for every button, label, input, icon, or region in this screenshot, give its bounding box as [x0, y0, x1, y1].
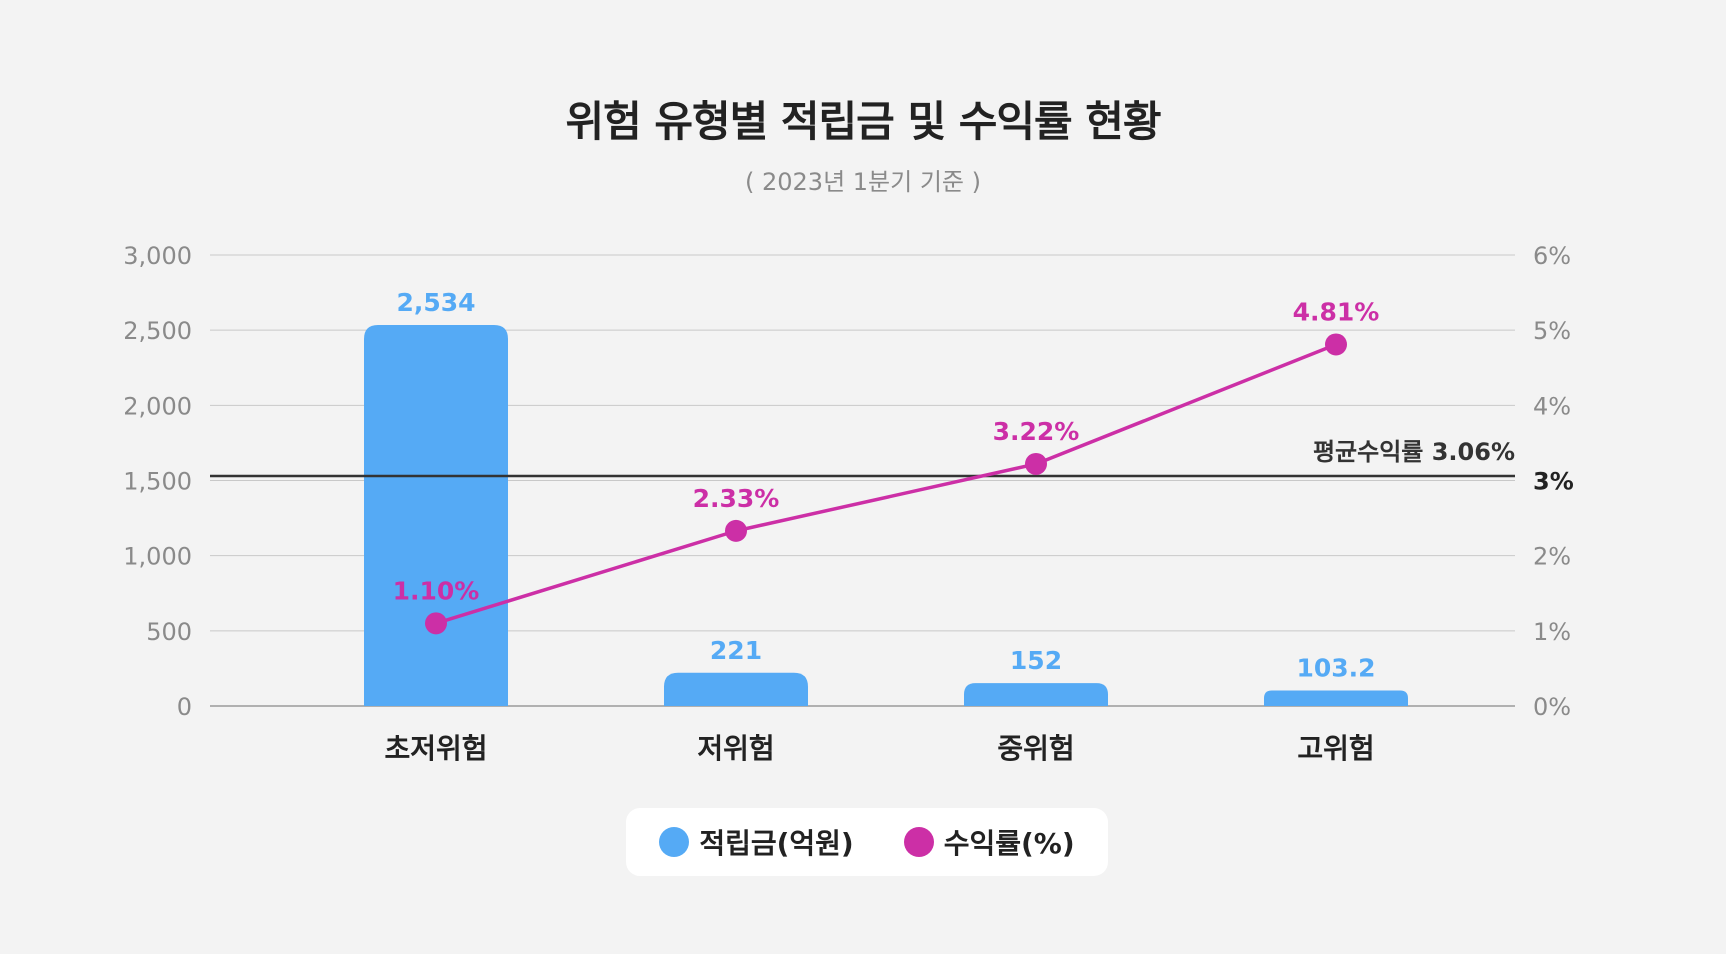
bar-data-label: 152 [1010, 646, 1062, 675]
bar [664, 672, 808, 706]
bar [964, 683, 1108, 706]
x-category-label: 초저위험 [384, 732, 487, 765]
legend-swatch-bar [659, 827, 690, 857]
line-point [1325, 333, 1347, 356]
y-right-tick-label: 2% [1533, 543, 1571, 571]
y-left-tick-label: 3,000 [123, 242, 192, 270]
y-left-tick-label: 500 [146, 618, 192, 646]
legend-label-bar: 적립금(억원) [699, 827, 854, 860]
legend-item-bar: 적립금(억원) [659, 822, 854, 862]
y-left-tick-label: 0 [177, 693, 192, 721]
legend-item-line: 수익률(%) [903, 822, 1075, 862]
legend-swatch-line [903, 827, 934, 857]
y-right-tick-label: 4% [1533, 392, 1571, 420]
y-left-tick-label: 1,000 [123, 543, 192, 571]
x-category-label: 중위험 [997, 732, 1074, 765]
line-data-label: 1.10% [393, 576, 480, 605]
line-data-label: 4.81% [1293, 297, 1380, 326]
line-point [725, 519, 747, 542]
y-right-tick-label: 1% [1533, 618, 1571, 646]
legend-label-line: 수익률(%) [943, 827, 1075, 860]
y-left-tick-label: 2,500 [123, 317, 192, 345]
bar-data-label: 2,534 [396, 288, 475, 317]
legend: 적립금(억원) 수익률(%) [626, 808, 1108, 876]
y-left-tick-label: 2,000 [123, 392, 192, 420]
line-data-label: 3.22% [993, 417, 1080, 446]
y-right-tick-label: 3% [1533, 468, 1574, 496]
line-data-label: 2.33% [693, 484, 780, 513]
line-point [425, 612, 447, 635]
bar-data-label: 221 [710, 636, 762, 665]
bar [1264, 690, 1408, 706]
y-right-tick-label: 6% [1533, 242, 1571, 270]
y-right-tick-label: 0% [1533, 693, 1571, 721]
bar-data-label: 103.2 [1296, 653, 1375, 682]
bar [364, 325, 508, 706]
x-category-label: 저위험 [697, 732, 774, 765]
chart-title: 위험 유형별 적립금 및 수익률 현황 [565, 97, 1161, 146]
x-category-label: 고위험 [1297, 732, 1374, 765]
return-rate-line [435, 342, 1337, 625]
y-left-tick-label: 1,500 [123, 468, 192, 496]
average-line-label: 평균수익률 3.06% [1313, 438, 1515, 466]
line-point [1025, 452, 1047, 475]
chart-subtitle: ( 2023년 1분기 기준 ) [745, 168, 981, 196]
y-right-tick-label: 5% [1533, 317, 1571, 345]
